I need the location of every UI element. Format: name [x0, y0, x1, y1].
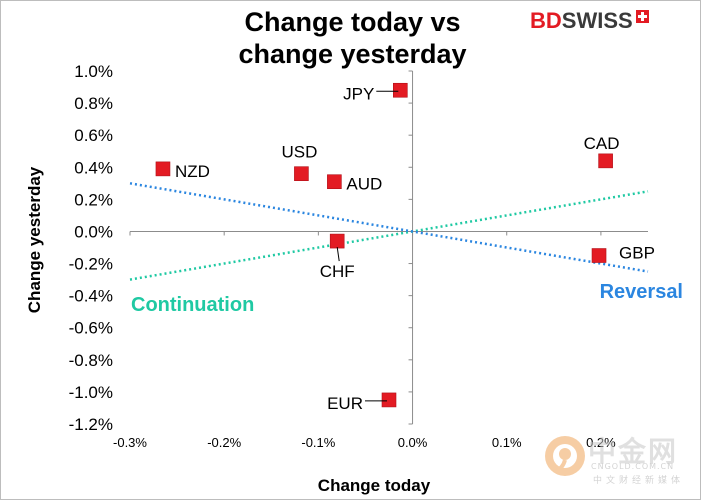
y-tick-label: 0.4%: [74, 158, 113, 177]
y-tick-label: -0.4%: [69, 287, 113, 306]
logo-bd: BD: [530, 8, 562, 33]
y-tick-label: 0.0%: [74, 222, 113, 241]
x-tick-label: 0.0%: [398, 435, 428, 450]
y-axis-title: Change yesterday: [25, 166, 44, 313]
continuation-label: Continuation: [131, 294, 254, 316]
chart-title-line-2: change yesterday: [238, 39, 467, 69]
point-label-nzd: NZD: [175, 162, 210, 181]
y-tick-label: 1.0%: [74, 62, 113, 81]
y-tick-label: 0.2%: [74, 190, 113, 209]
chart-title-line-1: Change today vs: [244, 7, 461, 37]
x-tick-label: -0.1%: [301, 435, 335, 450]
point-aud: [327, 174, 342, 190]
leader-line-chf: [336, 247, 340, 262]
chart-title: Change today vs change yesterday: [200, 6, 505, 70]
y-tick-label: 0.8%: [74, 94, 113, 113]
point-chf: [329, 233, 345, 249]
data-points: JPY CAD NZD USD AUD CHF GBP EUR: [155, 82, 655, 413]
point-nzd: [155, 161, 171, 177]
point-label-eur: EUR: [327, 394, 363, 413]
point-label-chf: CHF: [320, 262, 355, 281]
x-tick-label: -0.2%: [207, 435, 241, 450]
y-tick-label: -1.0%: [69, 383, 113, 402]
logo-text: BDSWISS: [530, 8, 633, 34]
axis-labels: 1.0% 0.8% 0.6% 0.4% 0.2% 0.0% -0.2% -0.4% -0.6% -…: [25, 62, 683, 495]
x-tick-label: -0.3%: [113, 435, 147, 450]
axes: [129, 70, 648, 425]
point-jpy: [393, 82, 408, 98]
point-label-aud: AUD: [346, 175, 382, 194]
watermark-domain: CNGOLD.COM.CN: [591, 462, 675, 471]
point-label-jpy: JPY: [343, 84, 374, 103]
cngold-watermark: 中金网 CNGOLD.COM.CN 中文财经新媒体: [543, 428, 693, 488]
y-tick-label: -0.8%: [69, 351, 113, 370]
point-eur: [381, 392, 397, 408]
watermark-emblem-icon: [545, 436, 585, 476]
watermark-main: 中金网: [588, 435, 679, 468]
trend-line-continuation: [129, 190, 649, 281]
swiss-cross-icon: [635, 9, 649, 23]
y-tick-label: -0.6%: [69, 319, 113, 338]
point-label-cad: CAD: [584, 134, 620, 153]
point-label-usd: USD: [281, 143, 317, 162]
y-tick-label: -0.2%: [69, 255, 113, 274]
point-gbp: [591, 248, 607, 263]
x-axis-title: Change today: [318, 476, 431, 495]
y-tick-label: 0.6%: [74, 126, 113, 145]
x-tick-label: 0.1%: [492, 435, 522, 450]
point-usd: [294, 166, 309, 181]
point-label-gbp: GBP: [619, 244, 655, 263]
y-tick-label: -1.2%: [69, 415, 113, 434]
reversal-label: Reversal: [600, 281, 683, 303]
point-cad: [598, 153, 613, 169]
logo-swiss: SWISS: [561, 8, 633, 33]
bdswiss-logo: BDSWISS: [530, 8, 649, 34]
watermark-sub: 中文财经新媒体: [593, 476, 685, 486]
trend-line-reversal: [129, 182, 649, 273]
x-tick-label: 0.2%: [586, 435, 616, 450]
